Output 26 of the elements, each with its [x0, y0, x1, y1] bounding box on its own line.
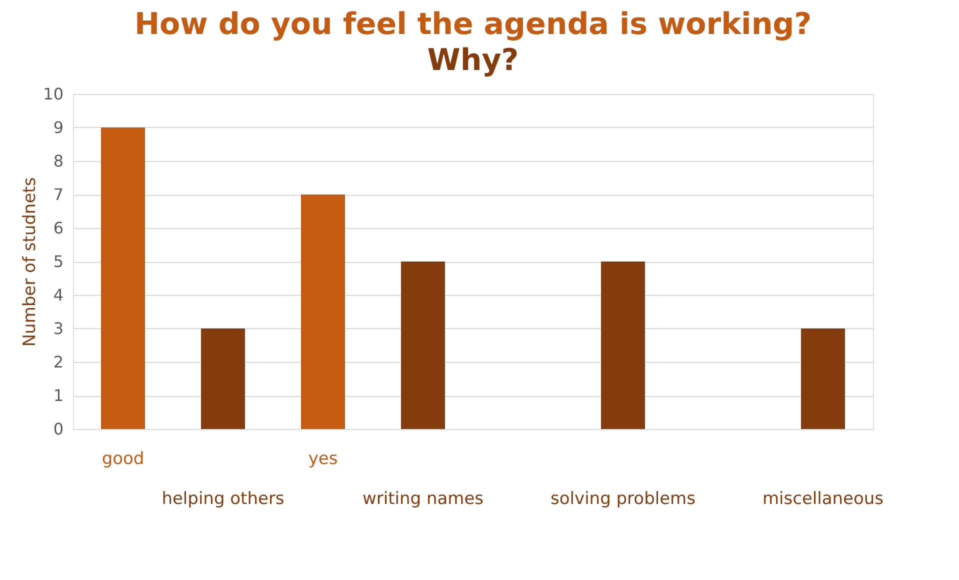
x-tick-label: helping others	[162, 489, 284, 509]
y-tick-label: 10	[43, 84, 64, 104]
bar	[301, 194, 345, 429]
y-tick-label: 8	[53, 152, 64, 170]
x-tick-label: writing names	[362, 489, 484, 509]
y-tick-label: 7	[53, 185, 64, 204]
y-tick-label: 3	[53, 319, 64, 338]
y-tick-label: 0	[53, 420, 64, 438]
bar	[801, 328, 845, 429]
chart-title: How do you feel the agenda is working?	[134, 7, 812, 42]
y-tick-label: 2	[53, 352, 64, 372]
y-tick-label: 1	[53, 386, 64, 405]
x-tick-label: yes	[308, 449, 338, 469]
x-tick-label: miscellaneous	[762, 489, 884, 509]
bar	[401, 262, 445, 429]
x-tick-label: good	[102, 449, 144, 469]
bar	[601, 262, 645, 429]
chart-subtitle: Why?	[427, 43, 519, 78]
y-axis-title: Number of studnets	[20, 177, 40, 347]
bar	[101, 128, 145, 429]
y-tick-label: 6	[53, 218, 64, 238]
bar	[201, 328, 245, 429]
y-tick-label: 4	[53, 286, 64, 304]
y-tick-label: 9	[53, 118, 64, 137]
x-tick-label: solving problems	[550, 489, 696, 509]
y-tick-label: 5	[53, 252, 64, 271]
